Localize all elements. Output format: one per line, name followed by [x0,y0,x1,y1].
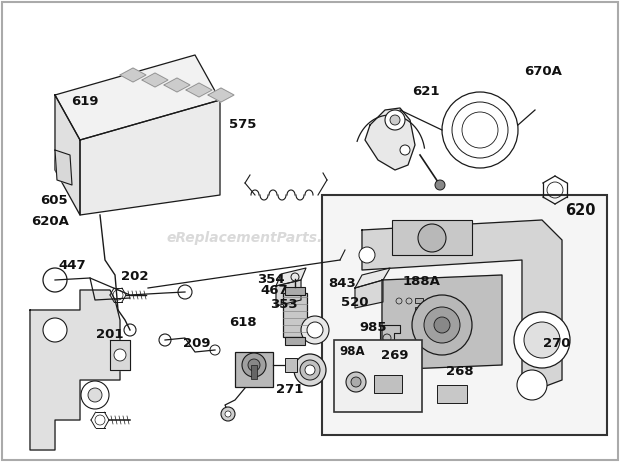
Text: 467: 467 [260,284,288,297]
Bar [393,295,415,315]
Polygon shape [55,150,72,185]
Text: eReplacementParts.com: eReplacementParts.com [166,231,355,245]
Text: 202: 202 [121,270,148,283]
Circle shape [88,388,102,402]
Text: 620A: 620A [31,215,69,228]
Bar [322,195,607,435]
Text: 353: 353 [270,298,298,311]
Circle shape [221,407,235,421]
Text: 271: 271 [276,383,303,396]
Circle shape [514,312,570,368]
Polygon shape [380,325,400,343]
Polygon shape [55,55,220,140]
Circle shape [248,359,260,371]
Text: 520: 520 [341,296,368,309]
Circle shape [346,372,366,392]
Circle shape [359,247,375,263]
Polygon shape [276,280,301,306]
Text: 843: 843 [329,277,356,290]
Bar [251,365,257,379]
Polygon shape [120,68,146,82]
Polygon shape [208,88,234,102]
Polygon shape [142,73,168,87]
Bar [334,340,422,412]
Text: 270: 270 [542,337,570,350]
Circle shape [225,411,231,417]
Text: 98A: 98A [339,345,365,358]
Polygon shape [186,83,212,97]
Bar [415,307,423,312]
Circle shape [517,370,547,400]
Text: 618: 618 [229,316,257,329]
Polygon shape [362,220,562,395]
Polygon shape [382,275,502,370]
Circle shape [390,115,400,125]
Circle shape [424,307,460,343]
Polygon shape [355,268,390,288]
Circle shape [435,180,445,190]
Polygon shape [365,108,415,170]
Text: 621: 621 [412,85,440,98]
Polygon shape [164,78,190,92]
Text: 985: 985 [360,321,387,334]
Polygon shape [110,340,130,370]
Bar [415,298,423,303]
Polygon shape [55,95,80,215]
Text: 605: 605 [40,194,68,207]
Polygon shape [30,290,120,450]
Bar [235,352,273,387]
Text: 269: 269 [381,349,409,362]
Circle shape [412,295,472,355]
Bar [285,358,297,372]
Text: 447: 447 [59,259,87,272]
Bar [283,293,307,337]
Bar [285,287,305,295]
Bar [285,337,305,345]
Text: 201: 201 [96,328,123,341]
Circle shape [242,353,266,377]
Circle shape [418,224,446,252]
Circle shape [524,322,560,358]
Text: 620: 620 [565,203,595,218]
Polygon shape [276,268,306,286]
Text: 209: 209 [183,337,210,350]
Text: 188A: 188A [403,275,441,288]
Text: 619: 619 [71,95,99,108]
Polygon shape [355,280,383,308]
Text: 354: 354 [257,273,285,286]
Polygon shape [80,100,220,215]
Circle shape [300,360,320,380]
Text: 575: 575 [229,118,257,131]
Circle shape [400,145,410,155]
Circle shape [301,316,329,344]
Text: 268: 268 [446,365,474,378]
Circle shape [43,318,67,342]
Text: 670A: 670A [524,65,562,78]
Circle shape [81,381,109,409]
Circle shape [434,317,450,333]
Circle shape [305,365,315,375]
Circle shape [114,349,126,361]
Bar [437,385,467,403]
Circle shape [294,354,326,386]
Bar [374,375,402,393]
Circle shape [307,322,323,338]
Circle shape [351,377,361,387]
Circle shape [385,110,405,130]
Bar [392,220,472,255]
Circle shape [423,286,437,300]
